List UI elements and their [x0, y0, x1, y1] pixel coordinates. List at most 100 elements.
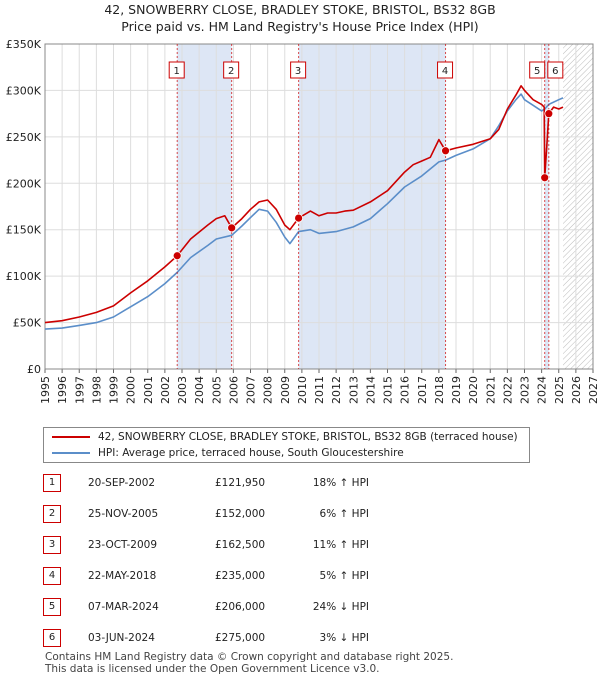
x-tick-label: 2001	[142, 376, 155, 404]
transaction-hpi-diff: 18% ↑ HPI	[312, 477, 369, 489]
x-tick-label: 2023	[519, 376, 532, 404]
transaction-hpi-diff: 24% ↓ HPI	[312, 601, 369, 613]
y-tick-label: £50K	[13, 317, 42, 330]
x-tick-label: 2021	[484, 376, 497, 404]
x-tick-label: 2024	[536, 376, 549, 404]
x-tick-label: 2015	[382, 376, 395, 404]
sale-point	[540, 173, 550, 183]
plot-frame	[44, 43, 594, 370]
x-tick-label: 2003	[176, 376, 189, 404]
x-tick-label: 2011	[313, 376, 326, 404]
x-tick-label: 1996	[56, 376, 69, 404]
y-tick-label: £250K	[6, 131, 42, 144]
price-chart: £0 £50K £100K £150K £200K £250K £300K £350K 1995…	[6, 38, 600, 404]
x-tick-label: 2016	[399, 376, 412, 404]
transaction-number: 4	[43, 567, 61, 585]
x-tick-label: 1995	[39, 376, 52, 404]
x-tick-label: 1997	[73, 376, 86, 404]
x-tick-label: 2005	[210, 376, 223, 404]
footer-licence: This data is licensed under the Open Gov…	[45, 663, 380, 675]
chart-legend: 42, SNOWBERRY CLOSE, BRADLEY STOKE, BRIS…	[43, 427, 530, 463]
transaction-price: £162,500	[215, 539, 266, 551]
transaction-hpi-diff: 6% ↑ HPI	[319, 508, 369, 520]
sale-label: 4	[442, 66, 448, 77]
x-tick-label: 2006	[227, 376, 240, 404]
sale-point	[544, 109, 554, 119]
chart-title-subtitle: Price paid vs. HM Land Registry's House …	[121, 19, 479, 34]
transaction-date: 22-MAY-2018	[88, 570, 157, 582]
y-tick-label: £350K	[6, 38, 42, 51]
series-line-property	[45, 85, 564, 324]
transaction-number: 6	[43, 629, 61, 647]
transaction-date: 23-OCT-2009	[88, 539, 157, 551]
x-tick-label: 2000	[125, 376, 138, 404]
transaction-price: £152,000	[215, 508, 266, 520]
x-tick-label: 2027	[587, 376, 600, 404]
highlight-band	[298, 44, 446, 369]
projection-hatch	[563, 44, 593, 369]
sale-label: 1	[174, 66, 180, 77]
sale-point	[294, 213, 304, 223]
highlight-band	[177, 44, 232, 369]
legend-swatch-property	[52, 436, 90, 438]
legend-item-property: 42, SNOWBERRY CLOSE, BRADLEY STOKE, BRIS…	[52, 429, 518, 445]
sale-label-box	[437, 61, 454, 79]
transaction-hpi-diff: 5% ↑ HPI	[319, 570, 369, 582]
x-tick-label: 2022	[501, 376, 514, 404]
sale-point	[227, 223, 237, 233]
y-tick-label: £100K	[6, 270, 42, 283]
transaction-price: £275,000	[215, 632, 266, 644]
y-tick-label: £300K	[6, 84, 42, 97]
y-tick-label: £200K	[6, 177, 42, 190]
transaction-date: 25-NOV-2005	[88, 508, 159, 520]
sale-label: 6	[552, 66, 558, 77]
legend-swatch-hpi	[52, 452, 90, 454]
legend-item-hpi: HPI: Average price, terraced house, Sout…	[52, 445, 404, 461]
transaction-hpi-diff: 3% ↓ HPI	[319, 632, 369, 644]
footer-attribution: Contains HM Land Registry data © Crown c…	[45, 651, 453, 675]
sale-label: 2	[228, 66, 234, 77]
sale-label-box	[290, 61, 307, 79]
x-tick-label: 1999	[108, 376, 121, 404]
highlight-band	[544, 44, 549, 369]
x-tick-label: 2017	[416, 376, 429, 404]
sale-point	[172, 251, 182, 261]
transaction-number: 5	[43, 598, 61, 616]
transaction-date: 07-MAR-2024	[88, 601, 159, 613]
x-tick-label: 2010	[296, 376, 309, 404]
transaction-number: 2	[43, 505, 61, 523]
x-tick-label: 2007	[245, 376, 258, 404]
transaction-number: 3	[43, 536, 61, 554]
x-tick-label: 2013	[347, 376, 360, 404]
chart-title-address: 42, SNOWBERRY CLOSE, BRADLEY STOKE, BRIS…	[104, 2, 496, 17]
transaction-price: £121,950	[215, 477, 266, 489]
x-tick-label: 2014	[364, 376, 377, 404]
series-line-hpi	[45, 93, 564, 330]
legend-label-hpi: HPI: Average price, terraced house, Sout…	[98, 447, 404, 459]
sale-label: 5	[534, 66, 540, 77]
transaction-price: £235,000	[215, 570, 266, 582]
transaction-price: £206,000	[215, 601, 266, 613]
x-tick-label: 2020	[467, 376, 480, 404]
x-tick-label: 1998	[90, 376, 103, 404]
x-tick-label: 2009	[279, 376, 292, 404]
sale-label: 3	[295, 66, 301, 77]
sale-label-box	[547, 61, 564, 79]
footer-copyright: Contains HM Land Registry data © Crown c…	[45, 651, 454, 663]
transaction-number: 1	[43, 474, 61, 492]
transaction-date: 20-SEP-2002	[88, 477, 156, 489]
transaction-date: 03-JUN-2024	[88, 632, 155, 644]
legend-label-property: 42, SNOWBERRY CLOSE, BRADLEY STOKE, BRIS…	[98, 431, 518, 443]
x-tick-label: 2018	[433, 376, 446, 404]
y-tick-label: £0	[27, 363, 41, 376]
x-tick-label: 2008	[262, 376, 275, 404]
x-tick-label: 2026	[570, 376, 583, 404]
x-tick-label: 2002	[159, 376, 172, 404]
x-tick-label: 2012	[330, 376, 343, 404]
x-tick-label: 2004	[193, 376, 206, 404]
transaction-hpi-diff: 11% ↑ HPI	[312, 539, 369, 551]
x-tick-label: 2025	[553, 376, 566, 404]
y-tick-label: £150K	[6, 224, 42, 237]
sale-label-box	[529, 61, 546, 79]
sale-label-box	[223, 61, 240, 79]
